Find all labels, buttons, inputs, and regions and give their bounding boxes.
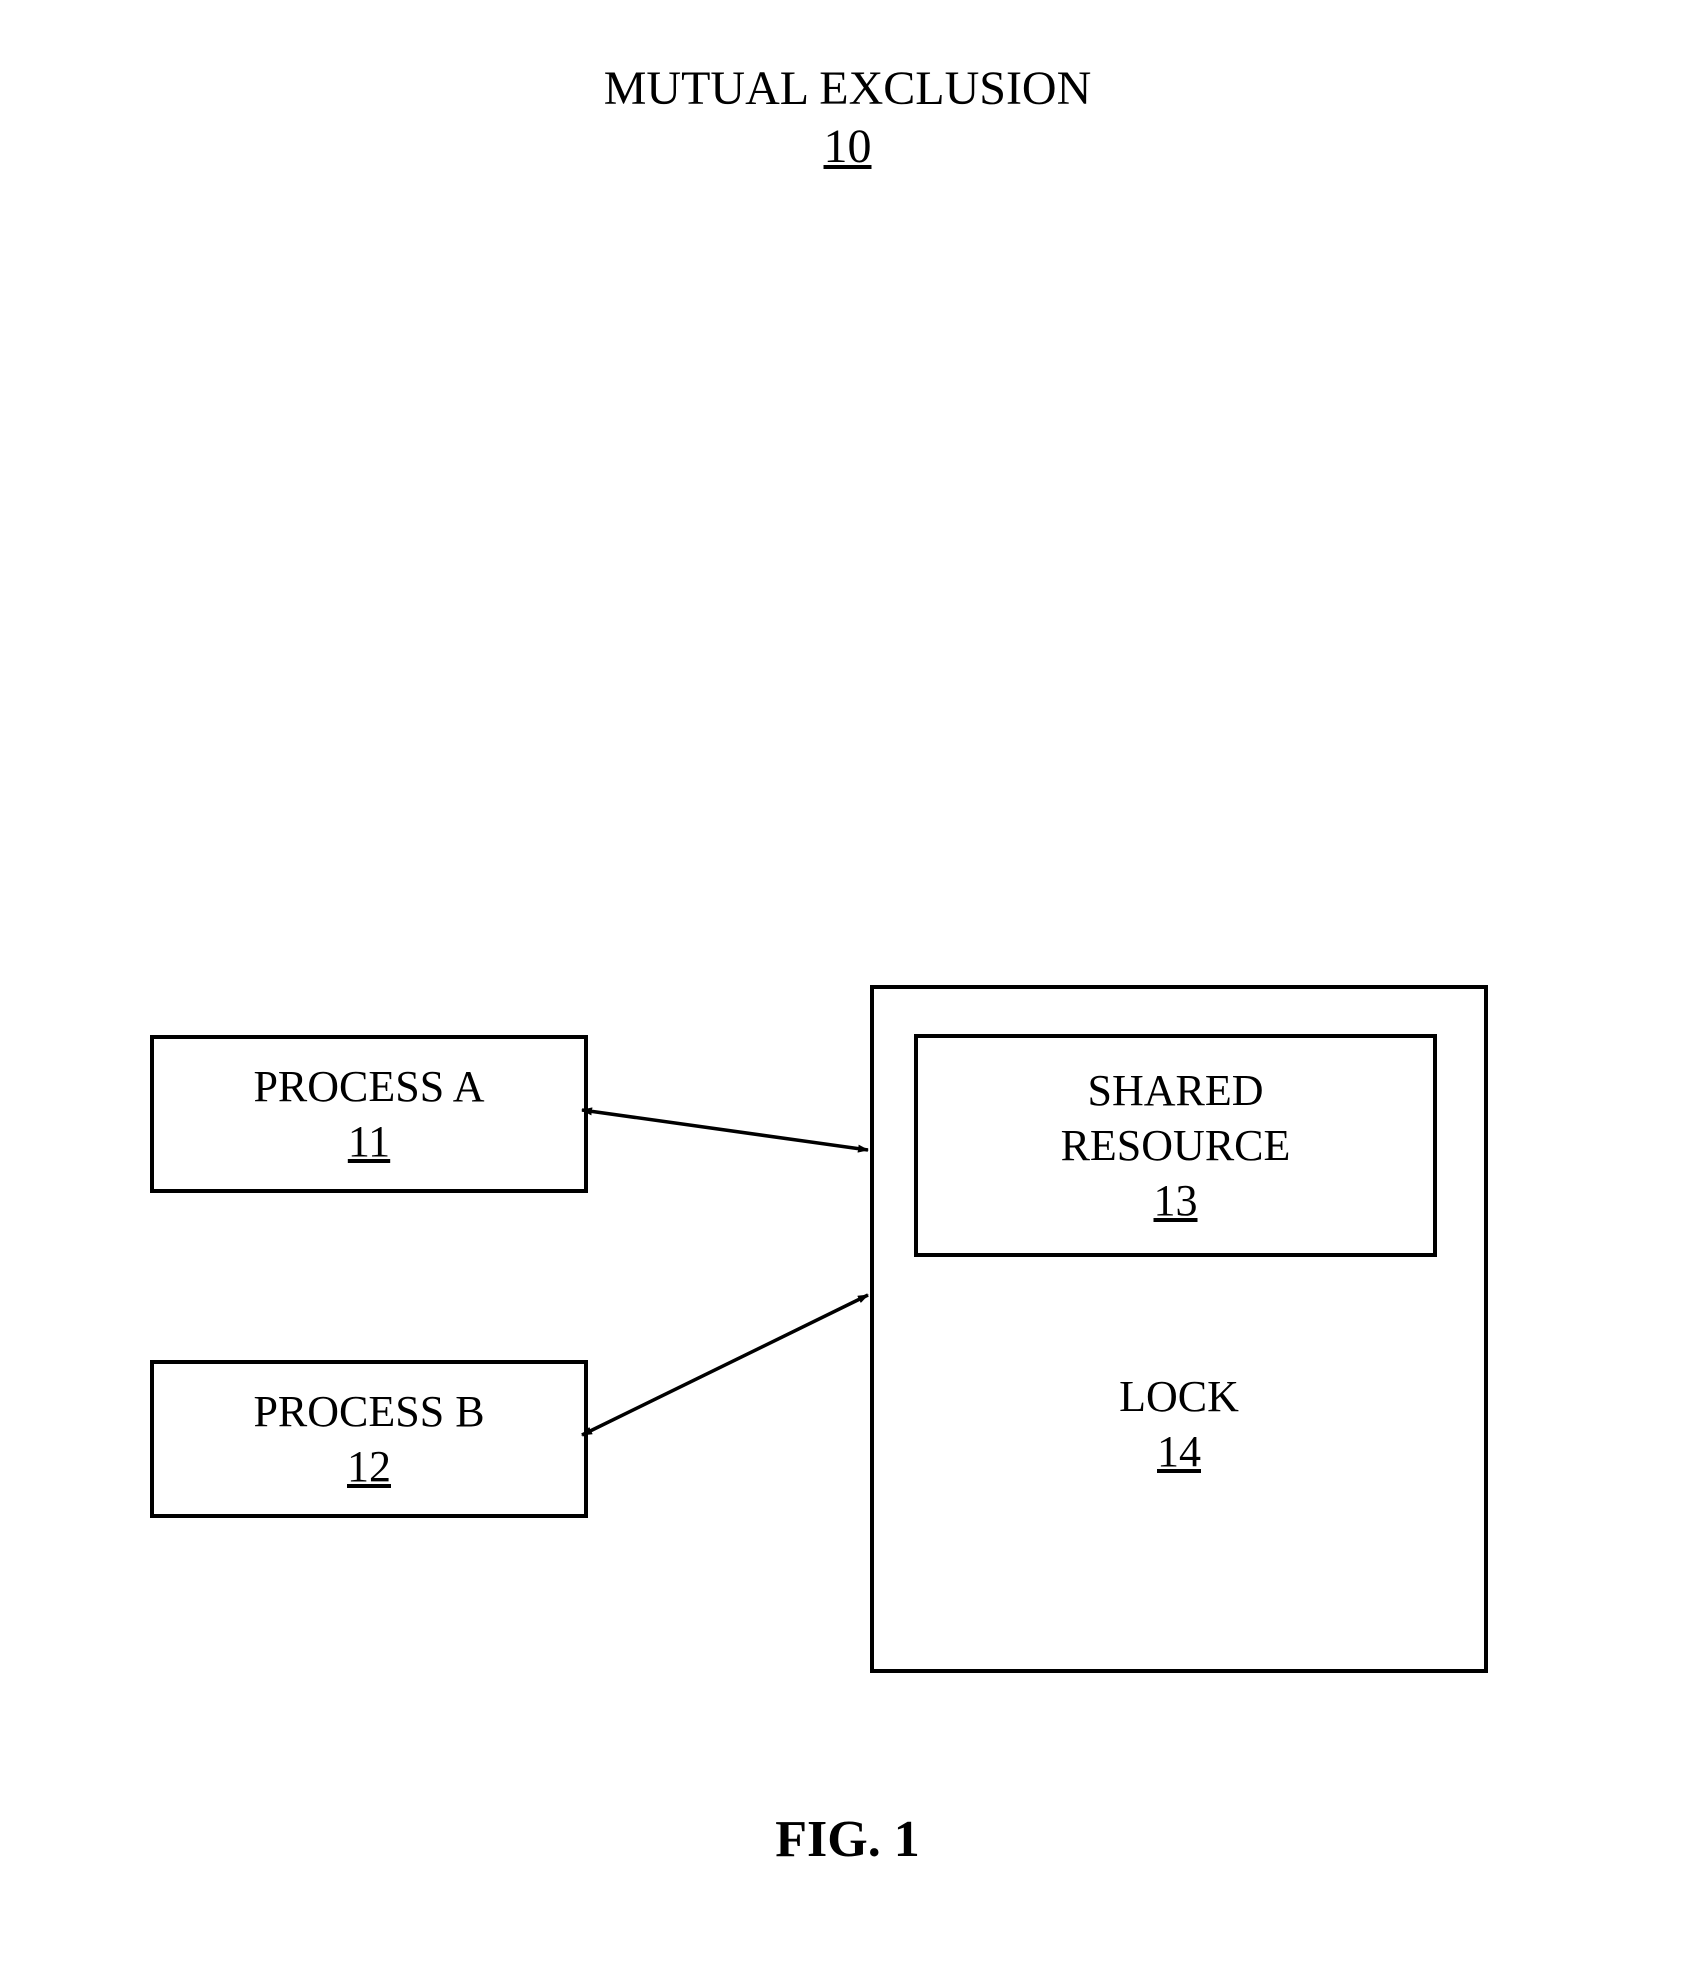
process-b-label: PROCESS B [253,1384,484,1439]
process-a-box: PROCESS A 11 [150,1035,588,1193]
process-b-refnum: 12 [347,1439,391,1494]
shared-resource-label-line2: RESOURCE [1061,1118,1291,1173]
arrow-b-to-lock [582,1295,868,1435]
shared-resource-label-line1: SHARED [1087,1063,1263,1118]
lock-refnum: 14 [874,1424,1484,1479]
diagram-title-block: MUTUAL EXCLUSION 10 [0,60,1695,175]
lock-label: LOCK [874,1369,1484,1424]
diagram-page: MUTUAL EXCLUSION 10 PROCESS A 11 PROCESS… [0,0,1695,1981]
arrow-a-to-lock [582,1110,868,1150]
shared-resource-box: SHARED RESOURCE 13 [914,1034,1437,1257]
figure-caption: FIG. 1 [0,1810,1695,1869]
lock-box: SHARED RESOURCE 13 LOCK 14 [870,985,1488,1673]
process-a-refnum: 11 [348,1114,390,1169]
shared-resource-refnum: 13 [1154,1173,1198,1228]
diagram-title-refnum: 10 [0,118,1695,176]
process-a-label: PROCESS A [253,1059,484,1114]
lock-label-block: LOCK 14 [874,1369,1484,1479]
diagram-title: MUTUAL EXCLUSION [0,60,1695,118]
process-b-box: PROCESS B 12 [150,1360,588,1518]
